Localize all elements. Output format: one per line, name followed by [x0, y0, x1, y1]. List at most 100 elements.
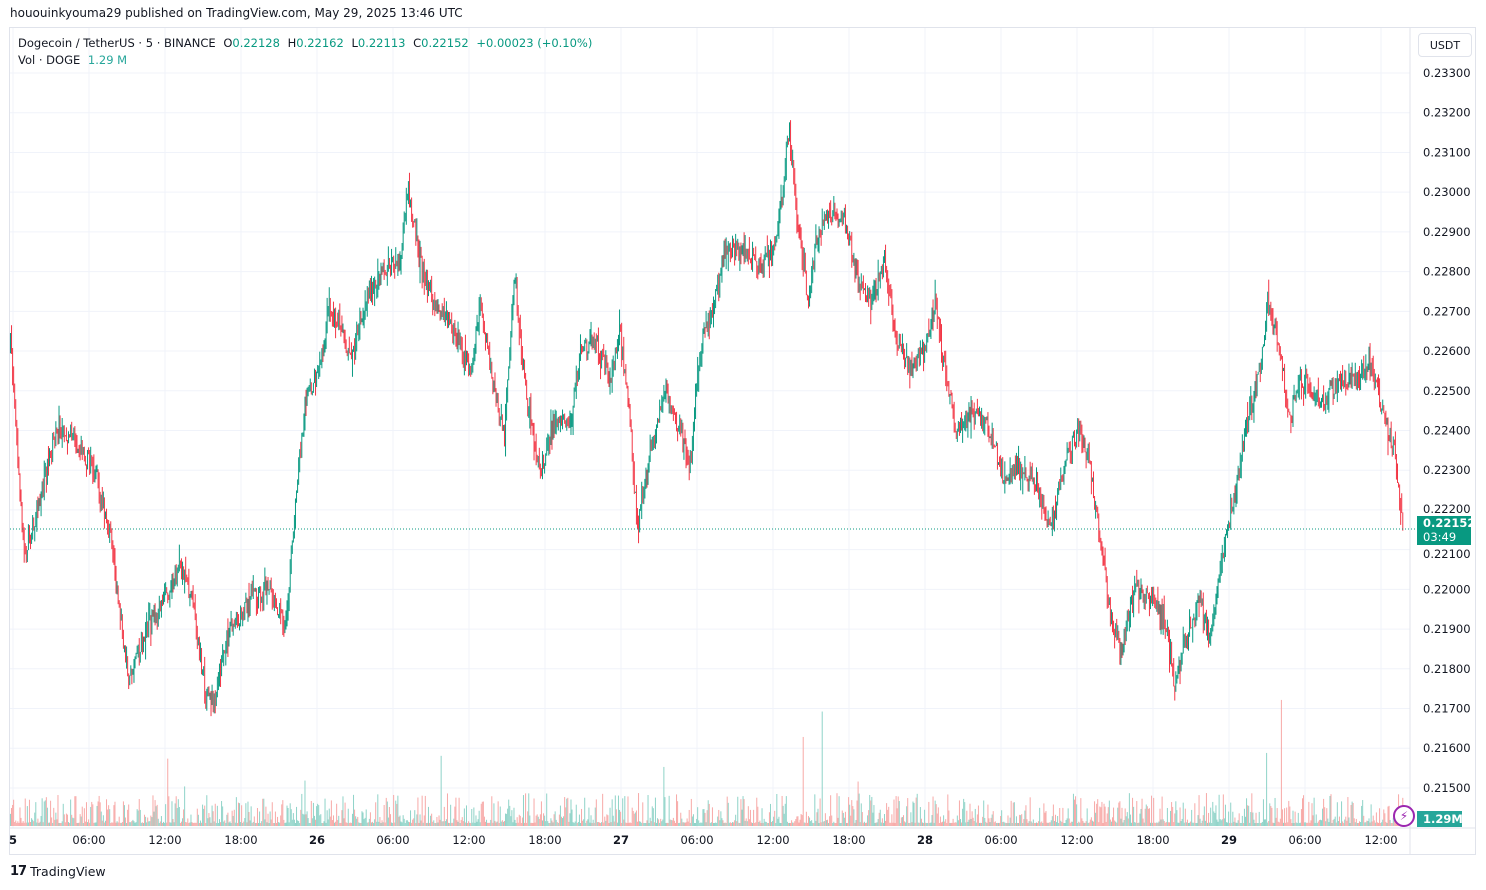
volume-bar [799, 819, 801, 826]
volume-bar [1279, 818, 1281, 826]
tradingview-logo[interactable]: 17 TradingView [10, 864, 106, 879]
volume-bar [154, 800, 156, 826]
volume-bar [748, 819, 750, 826]
volume-bar [1186, 819, 1188, 826]
volume-bar [155, 806, 157, 826]
volume-bar [400, 821, 402, 826]
volume-bar [1322, 808, 1324, 826]
volume-bar [62, 803, 64, 826]
volume-bar [536, 814, 538, 826]
volume-bar [1125, 816, 1127, 826]
volume-bar [367, 822, 369, 826]
volume-bar [288, 822, 290, 826]
volume-bar [1033, 822, 1035, 826]
volume-bar [292, 813, 294, 826]
volume-bar [807, 816, 809, 826]
volume-bar [1327, 818, 1329, 826]
volume-bar [261, 821, 263, 826]
volume-bar [1168, 822, 1170, 826]
volume-bar [848, 797, 850, 826]
volume-bar [1346, 820, 1348, 826]
volume-bar [891, 814, 893, 826]
volume-bar [900, 817, 902, 826]
volume-bar [336, 803, 338, 826]
volume-bar [586, 820, 588, 826]
last-price-value: 0.22152 [1423, 516, 1471, 530]
volume-bar [1389, 819, 1391, 826]
volume-bar [1193, 822, 1195, 826]
volume-bar [1204, 820, 1206, 826]
volume-bar [418, 822, 420, 826]
volume-bar [1300, 809, 1302, 826]
volume-bar [1043, 803, 1045, 826]
time-tick-label: 18:00 [528, 833, 561, 847]
volume-bar [1071, 821, 1073, 826]
volume-bar [684, 822, 686, 826]
volume-bar [178, 807, 180, 826]
volume-bar [978, 822, 980, 826]
volume-bar [1098, 822, 1100, 826]
volume-bar [763, 818, 765, 826]
volume-bar [718, 809, 720, 826]
volume-bar [690, 798, 692, 826]
volume-bar [1307, 822, 1309, 826]
volume-bar [308, 822, 310, 826]
volume-bar [401, 822, 403, 826]
volume-bar [72, 817, 74, 826]
volume-bar [677, 801, 679, 826]
volume-bar [958, 800, 960, 826]
volume-bar [1221, 819, 1223, 826]
volume-bar [415, 822, 417, 826]
volume-bar [222, 806, 224, 826]
symbol-label[interactable]: Dogecoin / TetherUS · 5 · BINANCE [18, 36, 216, 50]
volume-bar [1068, 818, 1070, 826]
volume-bar [1130, 822, 1132, 826]
volume-bar [430, 815, 432, 826]
volume-bar [520, 822, 522, 826]
volume-bar [239, 803, 241, 826]
volume-bar [864, 822, 866, 826]
volume-value-label: 1.29M [1417, 811, 1463, 827]
volume-bar [726, 796, 728, 826]
volume-bar [83, 808, 85, 826]
volume-bar [47, 822, 49, 826]
volume-bar [416, 814, 418, 826]
volume-bar [407, 821, 409, 826]
price-tick-label: 0.22200 [1423, 502, 1471, 516]
volume-bar [256, 807, 258, 826]
volume-bar [1121, 807, 1123, 826]
volume-bar [482, 801, 484, 826]
volume-bar [491, 796, 493, 826]
volume-bar [144, 814, 146, 826]
volume-bar [888, 806, 890, 826]
volume-bar [980, 822, 982, 826]
volume-bar [935, 804, 937, 826]
volume-bar [201, 822, 203, 826]
volume-bar [1274, 797, 1276, 826]
volume-bar [1035, 822, 1037, 826]
currency-button[interactable]: USDT [1418, 33, 1472, 57]
volume-bar [40, 816, 42, 826]
volume-bar [609, 807, 611, 826]
volume-bar [1077, 822, 1079, 826]
volume-legend-label[interactable]: Vol · DOGE [18, 53, 81, 67]
volume-bar [686, 818, 688, 826]
volume-bar [448, 822, 450, 826]
volume-bar [604, 816, 606, 826]
volume-bar [1223, 818, 1225, 826]
volume-bar [724, 822, 726, 826]
volume-bar [666, 822, 668, 826]
price-tick-label: 0.21900 [1423, 622, 1471, 636]
volume-bar [529, 815, 531, 826]
volume-bar [254, 822, 256, 826]
volume-bar [341, 810, 343, 826]
volume-bar [626, 822, 628, 826]
volume-bar [281, 804, 283, 826]
volume-bar [786, 821, 788, 826]
volume-bar [906, 806, 908, 826]
volume-bar [1049, 822, 1051, 826]
volume-bar [534, 822, 536, 826]
volume-bar [607, 815, 609, 826]
lightning-icon[interactable]: ⚡ [1393, 805, 1415, 827]
